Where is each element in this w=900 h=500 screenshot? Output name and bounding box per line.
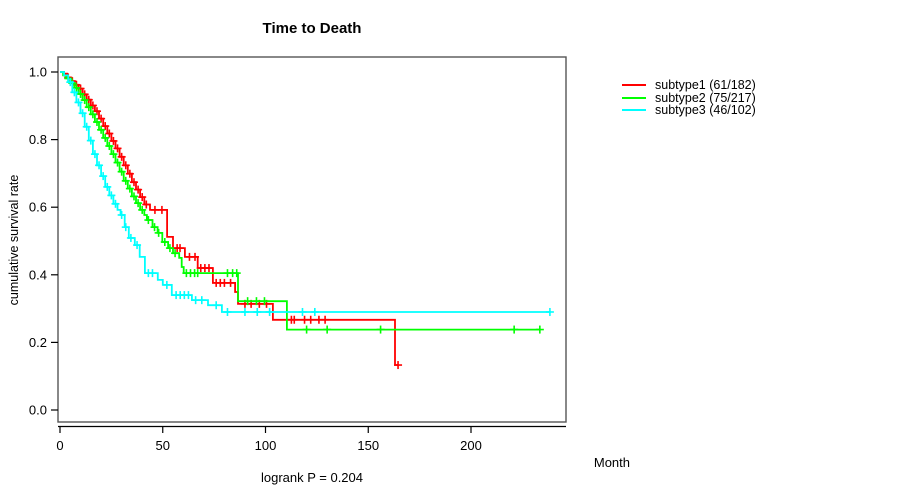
x-tick-label: 150 <box>357 438 379 453</box>
survival-curves-layer <box>60 71 554 370</box>
survival-curve-subtype1 <box>60 71 398 366</box>
plot-box <box>57 56 567 423</box>
survival-curve-subtype3 <box>60 71 550 313</box>
y-tick-label: 0.8 <box>29 132 47 147</box>
y-tick-label: 0.4 <box>29 267 47 282</box>
legend: subtype1 (61/182) subtype2 (75/217) subt… <box>622 78 756 118</box>
legend-item-subtype1: subtype1 (61/182) <box>622 78 756 93</box>
x-tick-label: 200 <box>460 438 482 453</box>
legend-item-subtype3: subtype3 (46/102) <box>622 103 756 118</box>
legend-line-subtype1 <box>622 84 646 87</box>
x-tick-label: 100 <box>255 438 277 453</box>
y-tick-label: 1.0 <box>29 65 47 80</box>
chart-title: Time to Death <box>262 20 362 37</box>
x-tick-label: 50 <box>156 438 170 453</box>
censor-marks-subtype1 <box>64 73 403 370</box>
y-axis-title: cumulative survival rate <box>7 174 21 306</box>
legend-line-subtype2 <box>622 96 646 99</box>
legend-line-subtype3 <box>622 109 646 112</box>
x-axis-title: Month <box>593 455 630 470</box>
survival-curve-subtype2 <box>60 71 540 331</box>
y-tick-label: 0.6 <box>29 200 47 215</box>
legend-item-subtype2: subtype2 (75/217) <box>622 90 756 105</box>
y-tick-label: 0.0 <box>29 403 47 418</box>
axes-layer: 0 50 100 150 200 0.0 0.2 0.4 0.6 0.8 1.0 <box>29 56 567 453</box>
legend-label-subtype1: subtype1 (61/182) <box>655 78 756 93</box>
legend-label-subtype3: subtype3 (46/102) <box>655 103 756 118</box>
logrank-p-value: logrank P = 0.204 <box>260 470 364 485</box>
censor-marks-subtype3 <box>66 78 554 316</box>
legend-label-subtype2: subtype2 (75/217) <box>655 90 756 105</box>
y-tick-label: 0.2 <box>29 335 47 350</box>
x-tick-label: 0 <box>56 438 63 453</box>
